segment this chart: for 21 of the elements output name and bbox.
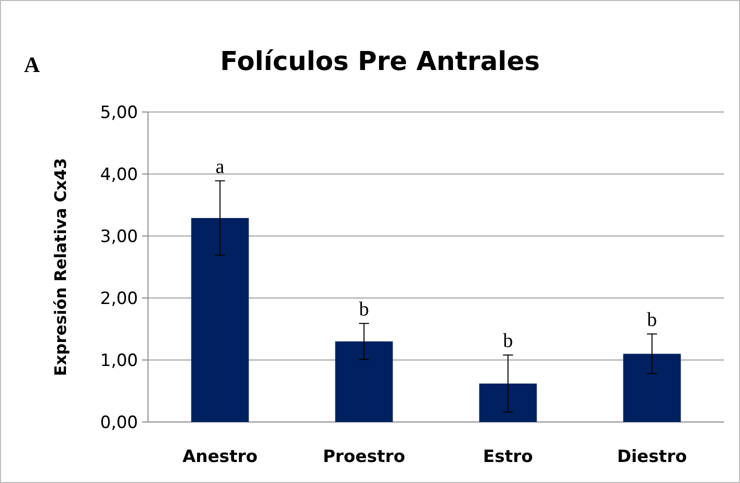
x-tick-label: Anestro (182, 447, 258, 467)
chart-title: Folículos Pre Antrales (220, 47, 540, 77)
text: A (24, 52, 40, 77)
y-tick-label: 4,00 (100, 164, 138, 185)
y-tick-label: 5,00 (100, 102, 138, 123)
bar (623, 354, 681, 422)
y-tick-label: 2,00 (100, 288, 138, 309)
x-tick-label: Proestro (322, 447, 406, 467)
y-tick-label: 3,00 (100, 226, 138, 247)
annotation: b (503, 330, 513, 352)
annotation: b (647, 308, 657, 331)
y-axis-title: Expresión Relativa Cx43 (51, 158, 70, 376)
bar (479, 384, 537, 422)
y-tick-label: 0,00 (100, 412, 138, 433)
bar (191, 218, 249, 422)
annotation: b (359, 298, 369, 320)
bar (335, 341, 393, 422)
x-tick-label: Estro (483, 447, 533, 467)
y-tick-label: 1,00 (100, 350, 138, 371)
x-tick-label: Diestro (617, 447, 687, 467)
annotation: a (216, 156, 225, 178)
